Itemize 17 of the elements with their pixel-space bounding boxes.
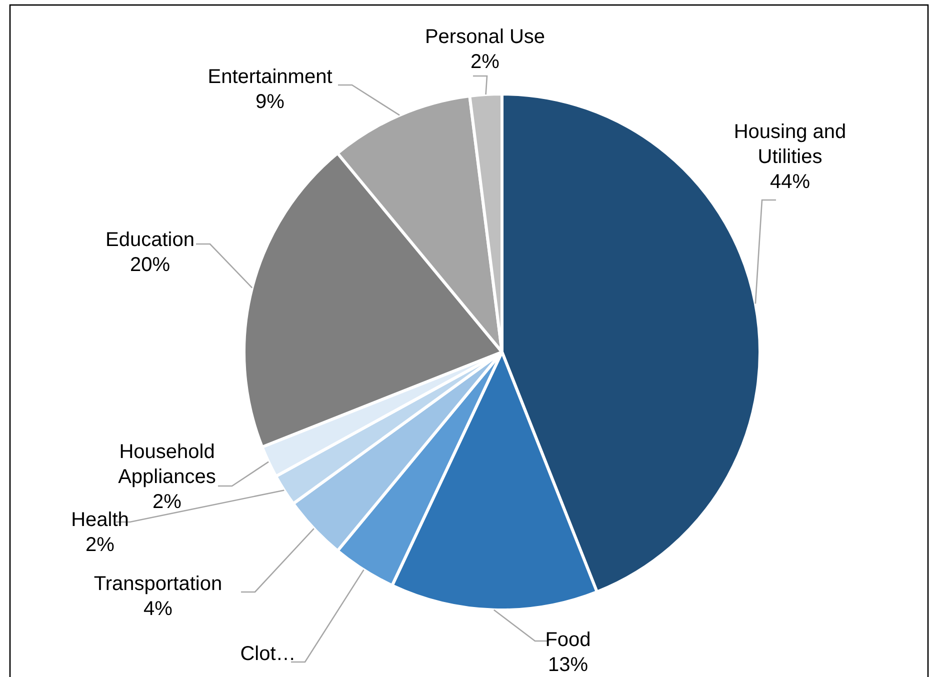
data-label: 44% (770, 171, 810, 193)
slice-label: Personal Use (424, 26, 546, 48)
slice-label: Food (545, 629, 591, 651)
data-label: 20% (130, 254, 170, 276)
data-label: 13% (548, 654, 588, 676)
data-label: 2% (152, 491, 182, 513)
slice-label: Household Appliances (118, 441, 216, 488)
data-label: 9% (256, 91, 285, 113)
slice-label: Entertainment (208, 66, 333, 88)
slice-label: Housing and Utilities (734, 121, 846, 168)
slice-label: Health (71, 509, 129, 531)
data-label: 2% (86, 534, 115, 556)
data-label: 2% (470, 51, 500, 73)
slice-label: Clot… (240, 643, 296, 665)
data-label: 4% (144, 598, 173, 620)
slice-label: Transportation (94, 573, 222, 595)
slice-label: Education (106, 229, 194, 251)
